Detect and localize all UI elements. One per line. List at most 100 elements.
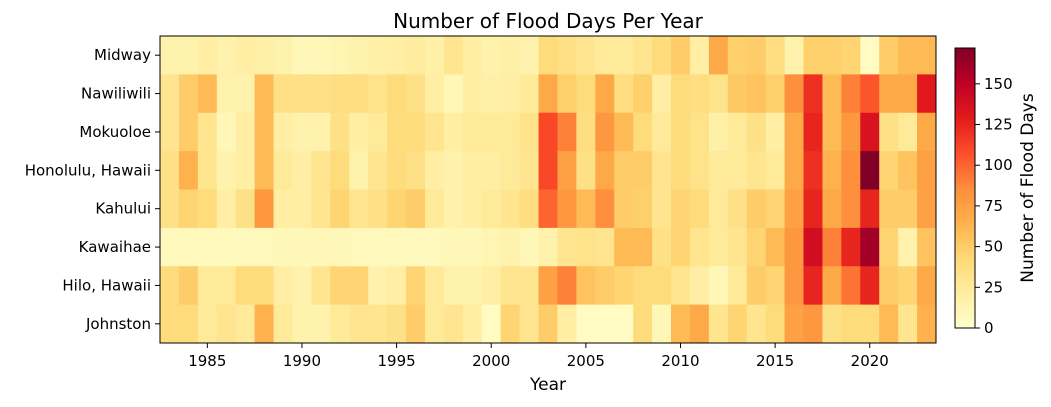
heatmap-cell (652, 266, 672, 306)
heatmap-cell (216, 266, 237, 306)
x-tick-label: 1990 (283, 352, 321, 370)
heatmap-cell (652, 304, 672, 344)
heatmap-cell (614, 266, 634, 306)
heatmap-cell (160, 74, 180, 114)
heatmap-cell (292, 74, 312, 114)
heatmap-cell (614, 36, 634, 75)
heatmap-cell (160, 189, 180, 229)
heatmap-cell (576, 304, 596, 344)
heatmap-cell (765, 151, 785, 190)
heatmap-cell (330, 112, 350, 152)
heatmap-cell (292, 304, 312, 344)
heatmap-cell (424, 304, 445, 344)
heatmap-cell (519, 112, 539, 152)
heatmap-cell (197, 227, 218, 267)
heatmap-cell (671, 227, 691, 267)
heatmap-cell (633, 227, 653, 267)
heatmap-cell (273, 304, 293, 344)
heatmap-cell (368, 112, 388, 152)
heatmap-cell (254, 74, 274, 114)
heatmap-cell (860, 189, 880, 229)
heatmap-cell (443, 112, 464, 152)
heatmap-cell (235, 74, 256, 114)
heatmap-cell (879, 304, 899, 344)
heatmap-cell (727, 304, 748, 344)
heatmap-cell (235, 189, 256, 229)
heatmap-cell (898, 74, 918, 114)
heatmap-cell (576, 112, 596, 152)
heatmap-cell (349, 112, 369, 152)
heatmap-cell (424, 227, 445, 267)
heatmap-cell (841, 304, 861, 344)
heatmap-cell (917, 189, 937, 229)
heatmap-cell (898, 112, 918, 152)
heatmap-cell (160, 266, 180, 306)
x-tick-label: 2000 (472, 352, 510, 370)
heatmap-cell (178, 266, 199, 306)
plot-frame (159, 35, 937, 344)
heatmap-cell (462, 112, 483, 152)
heatmap-cell (917, 304, 937, 344)
heatmap-cell (803, 74, 823, 114)
heatmap-cell (727, 227, 748, 267)
y-tick-label: Kawaihae (79, 238, 151, 256)
heatmap-cell (633, 74, 653, 114)
heatmap-cell (406, 227, 426, 267)
heatmap-cell (235, 36, 256, 75)
heatmap-cell (330, 266, 350, 306)
heatmap-cell (614, 189, 634, 229)
heatmap-cell (746, 189, 767, 229)
heatmap-cell (330, 304, 350, 344)
heatmap-cell (292, 189, 312, 229)
heatmap-cell (443, 304, 464, 344)
heatmap-cell (689, 74, 710, 114)
heatmap-cell (917, 266, 937, 306)
heatmap-cell (292, 266, 312, 306)
heatmap-cell (803, 227, 823, 267)
heatmap-cell (387, 36, 407, 75)
colorbar-tick-label: 0 (984, 319, 994, 337)
heatmap-cell (235, 304, 256, 344)
heatmap-cell (406, 189, 426, 229)
heatmap-cell (576, 189, 596, 229)
heatmap-cell (671, 36, 691, 75)
heatmap-cell (273, 74, 293, 114)
heatmap-cell (330, 74, 350, 114)
heatmap-cell (178, 227, 199, 267)
heatmap-cell (879, 151, 899, 190)
heatmap-cell (481, 304, 502, 344)
heatmap-cell (841, 36, 861, 75)
heatmap-cell (216, 36, 237, 75)
heatmap-cell (197, 151, 218, 190)
y-tick-label: Nawiliwili (81, 85, 151, 103)
heatmap-cell (595, 304, 615, 344)
heatmap-cell (292, 227, 312, 267)
heatmap-cell (160, 112, 180, 152)
heatmap-cells (160, 36, 937, 344)
heatmap-cell (671, 151, 691, 190)
colorbar-label: Number of Flood Days (1018, 93, 1038, 283)
heatmap-cell (633, 304, 653, 344)
heatmap-cell (652, 227, 672, 267)
heatmap-cell (216, 74, 237, 114)
heatmap-cell (424, 74, 445, 114)
heatmap-cell (216, 189, 237, 229)
heatmap-cell (671, 74, 691, 114)
heatmap-cell (689, 304, 710, 344)
heatmap-cell (349, 36, 369, 75)
heatmap-cell (746, 74, 767, 114)
heatmap-cell (160, 36, 180, 75)
heatmap-cell (595, 112, 615, 152)
heatmap-cell (803, 304, 823, 344)
heatmap-cell (595, 266, 615, 306)
heatmap-cell (614, 74, 634, 114)
heatmap-cell (349, 266, 369, 306)
heatmap-cell (538, 36, 558, 75)
heatmap-cell (822, 304, 842, 344)
heatmap-cell (500, 151, 521, 190)
heatmap-cell (406, 266, 426, 306)
heatmap-cell (614, 304, 634, 344)
heatmap-cell (652, 112, 672, 152)
heatmap-cell (860, 36, 880, 75)
colorbar-tick-label: 75 (984, 197, 1003, 215)
